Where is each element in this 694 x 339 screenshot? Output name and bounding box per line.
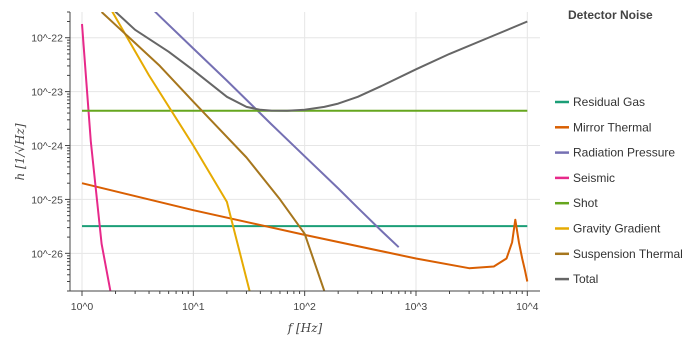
series-line-total [114, 12, 528, 112]
legend-label: Gravity Gradient [573, 222, 661, 236]
legend-label: Suspension Thermal [573, 247, 683, 261]
y-tick-label: 10^-26 [31, 248, 63, 260]
axes: 10^0 10^1 10^2 10^3 10^4 10^-22 10^-23 10^-24 10… [31, 11, 540, 313]
x-axis-label: f [Hz] [287, 321, 323, 335]
y-tick-label: 10^-23 [31, 87, 63, 99]
y-tick-label: 10^-22 [31, 33, 63, 45]
chart-title: Detector Noise [568, 8, 653, 22]
legend: Residual Gas Mirror Thermal Radiation Pres… [555, 95, 683, 286]
series-line-suspension-thermal [100, 12, 326, 291]
legend-label: Residual Gas [573, 95, 645, 109]
x-tick-label: 10^2 [293, 301, 316, 313]
x-tick-label: 10^0 [71, 301, 94, 313]
x-tick-label: 10^3 [405, 301, 428, 313]
legend-label: Shot [573, 196, 598, 210]
y-axis-label: h [1/√Hz] [13, 123, 27, 180]
legend-label: Seismic [573, 171, 615, 185]
legend-label: Mirror Thermal [573, 120, 651, 134]
y-tick-label: 10^-25 [31, 194, 63, 206]
legend-label: Radiation Pressure [573, 146, 675, 160]
y-tick-label: 10^-24 [31, 141, 63, 153]
legend-label: Total [573, 272, 598, 286]
series-line-radiation-pressure [153, 12, 400, 248]
series-line-seismic [81, 23, 112, 291]
series-line-gravity-gradient [111, 12, 251, 291]
series-lines [81, 12, 529, 291]
x-tick-label: 10^4 [516, 301, 539, 313]
x-tick-label: 10^1 [182, 301, 205, 313]
